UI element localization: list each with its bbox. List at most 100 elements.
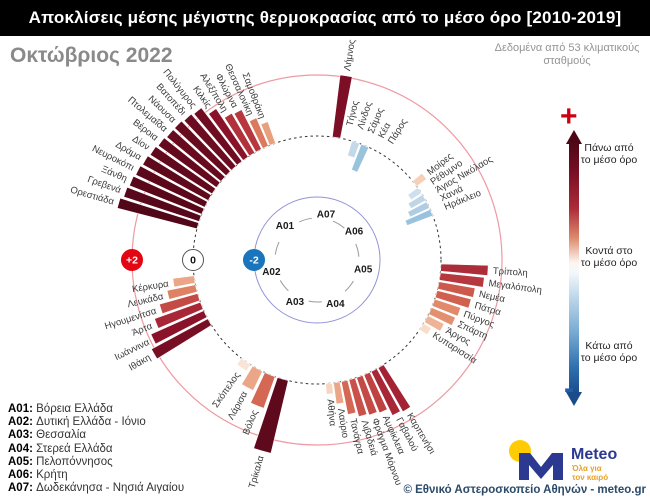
axis-badge-label: +2	[126, 255, 138, 267]
station-label: Τρίπολη	[493, 266, 528, 279]
minus-sign: -	[564, 372, 574, 405]
station-bar	[166, 284, 198, 300]
station-bar	[166, 129, 226, 182]
station-bar	[150, 310, 208, 345]
scale-label-near: Κοντά στο το μέσο όρο	[580, 245, 638, 269]
station-bar	[356, 374, 378, 416]
region-code-label: A04	[326, 299, 345, 310]
station-bar	[174, 120, 231, 177]
logo-m-icon	[519, 453, 563, 480]
station-bar	[224, 112, 256, 157]
axis-badge-+2	[121, 249, 143, 271]
station-bar	[250, 372, 276, 409]
station-label: Αθήνα	[324, 399, 338, 428]
station-bar	[419, 323, 432, 336]
plus-sign: +	[560, 100, 578, 133]
region-legend-item: A01: Βόρεια Ελλάδα	[8, 403, 113, 415]
station-bar	[150, 318, 212, 360]
logo-tagline: Όλα για τον καιρό	[572, 464, 609, 482]
scale-label-below: Κάτω από το μέσο όρο	[580, 340, 638, 364]
station-label: Βόλος	[241, 408, 261, 437]
station-bar	[260, 121, 276, 146]
station-bar	[437, 281, 476, 298]
gradient-arrow	[566, 130, 582, 406]
axis-badge-label: 0	[190, 255, 196, 267]
meteo-logo-icon	[509, 440, 563, 480]
region-separator-arc	[299, 217, 312, 223]
station-bar	[439, 272, 485, 288]
region-code-label: A03	[286, 297, 305, 308]
region-legend-item: A03: Θεσσαλία	[8, 429, 87, 442]
region-separator-arc	[308, 300, 322, 303]
station-bar	[253, 377, 289, 454]
region-legend-item: A02: Δυτική Ελλάδα - Ιόνιο	[8, 416, 146, 429]
station-bar	[248, 117, 269, 149]
station-bar	[332, 74, 353, 139]
station-bar	[135, 165, 208, 208]
data-source-note: Δεδομένα από 53 κλιματικούς σταθμούς	[494, 42, 640, 67]
station-bar	[347, 140, 360, 159]
region-separator-arc	[279, 280, 289, 292]
station-bar	[157, 137, 221, 188]
station-bar	[428, 307, 456, 326]
region-legend-item: A05: Πελοπόννησος	[8, 455, 113, 468]
station-bar	[407, 194, 427, 209]
station-bar	[159, 293, 201, 314]
region-code-label: A05	[354, 264, 373, 275]
station-bar	[434, 290, 472, 309]
region-code-label: A07	[317, 209, 336, 220]
station-bar	[363, 371, 388, 414]
station-bar	[149, 146, 216, 195]
axis-badge--2	[243, 249, 265, 271]
station-bar	[193, 107, 243, 166]
station-bar	[340, 379, 357, 415]
station-bar	[233, 109, 262, 153]
region-legend-item: A06: Κρήτη	[8, 469, 68, 482]
station-bar	[351, 143, 370, 173]
station-bar	[208, 108, 249, 161]
station-bar	[370, 368, 401, 416]
station-bar	[154, 301, 204, 329]
station-bar	[440, 263, 489, 276]
logo-wordmark: Meteo	[571, 446, 618, 463]
meteo-logo: Meteo Όλα για τον καιρό	[505, 438, 650, 484]
region-code-label: A06	[345, 227, 364, 238]
color-scale: + Πάνω από το μέσο όρο Κοντά στο το μέσο…	[552, 100, 648, 410]
station-bar	[431, 298, 462, 317]
station-bar	[142, 155, 212, 201]
station-bar	[241, 365, 263, 391]
station-bar	[333, 381, 345, 405]
station-bar	[377, 364, 412, 413]
region-code-label: A01	[276, 221, 295, 232]
station-bar	[412, 172, 428, 187]
copyright: © Εθνικό Αστεροσκοπείο Αθηνών - meteo.gr	[403, 484, 646, 496]
station-bar	[407, 187, 422, 201]
station-bar	[129, 175, 205, 215]
station-bar	[123, 186, 202, 222]
axis-badge-label: -2	[249, 255, 258, 267]
station-bar	[325, 382, 334, 395]
station-bar	[183, 113, 237, 171]
axis-badge-0	[182, 249, 204, 271]
station-bar	[423, 315, 445, 332]
page-title: Αποκλίσεις μέσης μέγιστης θερμοκρασίας α…	[0, 0, 650, 36]
station-label: Τρίκαλα	[247, 454, 267, 490]
station-label: Λήμνος	[342, 38, 358, 71]
station-bar	[348, 377, 368, 418]
station-label: Λαύριο	[335, 408, 351, 439]
region-separator-arc	[332, 220, 345, 229]
station-bar	[172, 275, 196, 288]
region-legend-item: A04: Στερεά Ελλάδα	[8, 442, 113, 455]
ring-zero	[192, 135, 442, 385]
region-separator-arc	[274, 241, 280, 255]
region-legend-item: A07: Δωδεκάνησα - Νησιά Αιγαίου	[8, 482, 185, 495]
region-code-label: A02	[262, 267, 281, 278]
region-separator-arc	[344, 280, 354, 292]
month-label: Οκτώβριος 2022	[10, 44, 173, 67]
station-label: Νεμέα	[478, 289, 506, 305]
region-legend: A01: Βόρεια Ελλάδα A02: Δυτική Ελλάδα - Ι…	[8, 403, 184, 495]
station-bar	[236, 357, 251, 372]
station-bar	[404, 208, 434, 226]
scale-label-above: Πάνω από το μέσο όρο	[580, 142, 638, 166]
